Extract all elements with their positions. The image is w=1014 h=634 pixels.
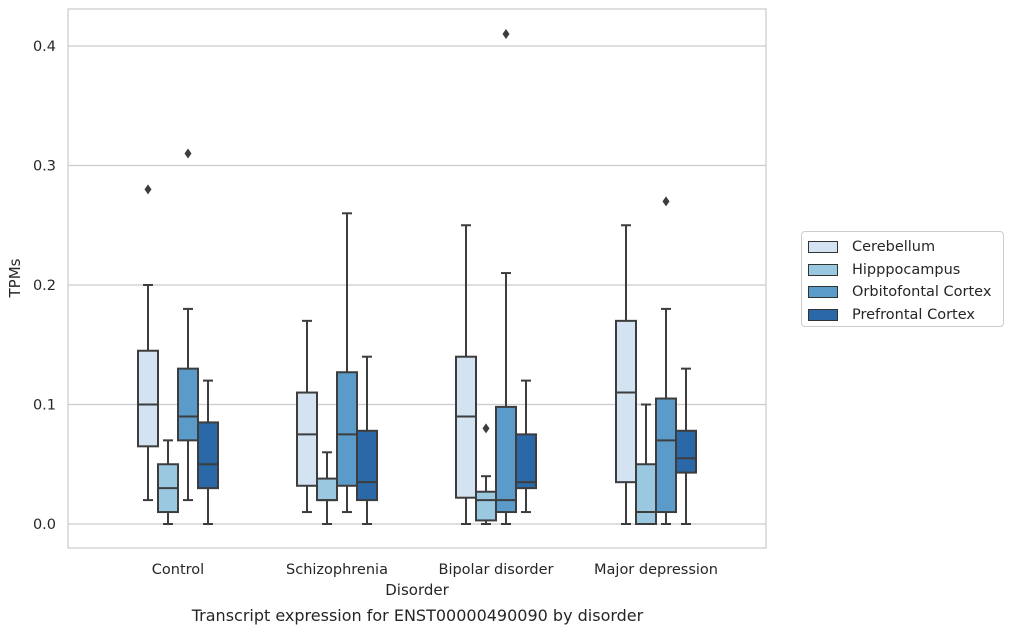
box-hipppocampus (316, 451, 338, 525)
legend-label: Cerebellum (852, 239, 936, 256)
x-tick-label: Schizophrenia (286, 562, 388, 578)
box-cerebellum (455, 224, 477, 525)
legend-label: Hipppocampus (852, 261, 961, 278)
box-hipppocampus (635, 403, 657, 525)
legend-item-prefrontal-cortex: Prefrontal Cortex (802, 304, 1003, 327)
legend-item-orbitofrontal-cortex: Orbitofontal Cortex (802, 281, 1003, 304)
x-tick-labels: Control Schizophrenia Bipolar disorder Majo… (152, 562, 718, 578)
legend-swatch (808, 309, 838, 322)
legend-label: Prefrontal Cortex (852, 307, 975, 324)
iqr-box (675, 429, 697, 474)
box-prefrontal-cortex (197, 379, 219, 525)
box-groups (137, 29, 697, 525)
legend-label: Orbitofontal Cortex (852, 284, 992, 301)
outlier-point (482, 423, 490, 434)
chart-legend: Cerebellum Hipppocampus Orbitofontal Cor… (801, 231, 1004, 327)
box-orbitofontal-cortex (177, 148, 199, 502)
legend-swatch (808, 286, 838, 299)
iqr-box (137, 349, 159, 448)
outlier-point (662, 196, 670, 207)
plot-frame (67, 8, 767, 549)
x-tick-label: Major depression (594, 562, 718, 578)
legend-item-hippocampus: Hipppocampus (802, 259, 1003, 282)
y-tick-label: 0.0 (33, 517, 56, 533)
outlier-point (144, 184, 152, 195)
box-orbitofontal-cortex (495, 29, 517, 525)
iqr-box (197, 421, 219, 490)
iqr-box (177, 367, 199, 442)
box-prefrontal-cortex (515, 379, 537, 514)
box-prefrontal-cortex (356, 355, 378, 525)
legend-item-cerebellum: Cerebellum (802, 236, 1003, 259)
outlier-point (184, 148, 192, 159)
box-cerebellum (296, 319, 318, 514)
iqr-box (655, 397, 677, 514)
y-tick-label: 0.3 (33, 159, 56, 175)
box-hipppocampus (157, 439, 179, 525)
outlier-point (502, 29, 510, 40)
iqr-box (336, 371, 358, 487)
box-orbitofontal-cortex (336, 212, 358, 514)
iqr-box (296, 391, 318, 487)
x-tick-label: Control (152, 562, 204, 578)
iqr-box (635, 463, 657, 525)
iqr-box (615, 319, 637, 484)
iqr-box (455, 355, 477, 499)
y-tick-label: 0.4 (33, 39, 56, 55)
legend-swatch (808, 263, 838, 276)
box-prefrontal-cortex (675, 367, 697, 525)
y-axis-label: TPMs (6, 258, 24, 298)
box-orbitofontal-cortex (655, 196, 677, 525)
x-axis-label: Disorder (385, 581, 449, 599)
chart-caption: Transcript expression for ENST0000049009… (191, 606, 644, 625)
y-tick-label: 0.1 (33, 398, 56, 414)
iqr-box (495, 405, 517, 514)
iqr-box (475, 490, 497, 522)
box-cerebellum (615, 224, 637, 525)
iqr-box (356, 429, 378, 502)
legend-swatch (808, 241, 838, 254)
y-tick-labels: 0.0 0.1 0.2 0.3 0.4 (33, 39, 56, 533)
iqr-box (515, 433, 537, 490)
y-tick-label: 0.2 (33, 278, 56, 294)
box-hipppocampus (475, 423, 497, 525)
box-cerebellum (137, 184, 159, 502)
iqr-box (316, 477, 338, 502)
x-tick-label: Bipolar disorder (439, 562, 554, 578)
